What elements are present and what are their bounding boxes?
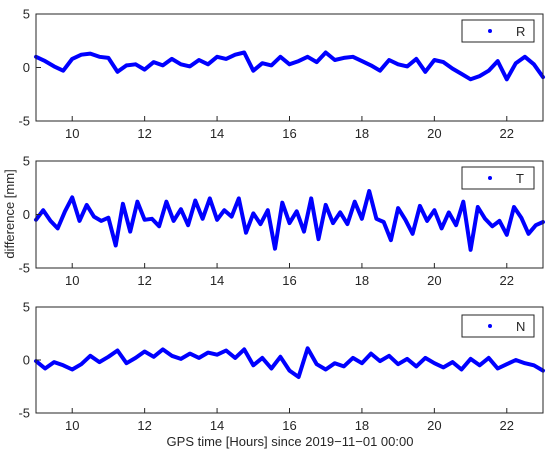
x-tick-label: 22 xyxy=(500,126,514,141)
panel-n-legend: N xyxy=(461,314,535,338)
x-tick-label: 16 xyxy=(282,418,296,433)
y-tick-label: 0 xyxy=(23,60,30,75)
legend-marker-t xyxy=(488,176,492,180)
x-tick-label: 20 xyxy=(427,126,441,141)
panel-t-y-axis: -5 0 5 xyxy=(18,154,41,276)
x-tick-label: 10 xyxy=(65,126,79,141)
x-tick-label: 14 xyxy=(210,273,224,288)
y-tick-label: -5 xyxy=(18,406,30,421)
legend-label-t: T xyxy=(516,171,524,186)
y-axis-title: difference [mm] xyxy=(2,169,17,258)
panel-r-legend: R xyxy=(461,19,535,43)
y-tick-label: -5 xyxy=(18,114,30,129)
x-tick-label: 20 xyxy=(427,418,441,433)
series-line-n xyxy=(34,346,545,379)
x-tick-label: 10 xyxy=(65,418,79,433)
panel-t-x-axis: 10 12 14 16 18 20 22 xyxy=(65,263,514,288)
x-tick-label: 14 xyxy=(210,126,224,141)
y-tick-label: -5 xyxy=(18,261,30,276)
x-tick-label: 22 xyxy=(500,273,514,288)
y-tick-label: 5 xyxy=(23,154,30,169)
panel-t-legend: T xyxy=(461,166,535,190)
x-tick-label: 22 xyxy=(500,418,514,433)
panel-n-y-axis: -5 0 5 xyxy=(18,300,41,421)
x-tick-label: 20 xyxy=(427,273,441,288)
panel-r-x-axis: 10 12 14 16 18 20 22 xyxy=(65,116,514,141)
legend-marker-n xyxy=(488,324,492,328)
x-tick-label: 16 xyxy=(282,273,296,288)
x-tick-label: 14 xyxy=(210,418,224,433)
x-tick-label: 12 xyxy=(137,126,151,141)
legend-box-t xyxy=(461,166,535,190)
legend-label-r: R xyxy=(516,24,525,39)
panel-t: -5 0 5 10 12 14 16 18 20 22 T xyxy=(18,154,545,288)
y-tick-label: 5 xyxy=(23,7,30,22)
x-tick-label: 12 xyxy=(137,273,151,288)
panel-n: -5 0 5 10 12 14 16 18 20 22 N xyxy=(18,300,545,433)
x-tick-label: 18 xyxy=(355,126,369,141)
panel-n-x-axis: 10 12 14 16 18 20 22 xyxy=(65,408,514,433)
x-tick-label: 18 xyxy=(355,418,369,433)
panel-r-y-axis: -5 0 5 xyxy=(18,7,41,129)
series-line-t xyxy=(34,189,545,252)
x-tick-label: 10 xyxy=(65,273,79,288)
x-axis-title: GPS time [Hours] since 2019−11−01 00:00 xyxy=(167,434,414,449)
panel-n-plot-area xyxy=(36,307,543,413)
y-tick-label: 5 xyxy=(23,300,30,315)
x-tick-label: 16 xyxy=(282,126,296,141)
series-line-r xyxy=(34,50,545,82)
legend-label-n: N xyxy=(516,319,525,334)
x-tick-label: 18 xyxy=(355,273,369,288)
legend-marker-r xyxy=(488,29,492,33)
legend-box-n xyxy=(461,314,535,338)
x-tick-label: 12 xyxy=(137,418,151,433)
legend-box-r xyxy=(461,19,535,43)
panel-r: -5 0 5 10 12 14 16 18 20 22 R xyxy=(18,7,545,141)
y-tick-label: 0 xyxy=(23,353,30,368)
y-tick-label: 0 xyxy=(23,207,30,222)
